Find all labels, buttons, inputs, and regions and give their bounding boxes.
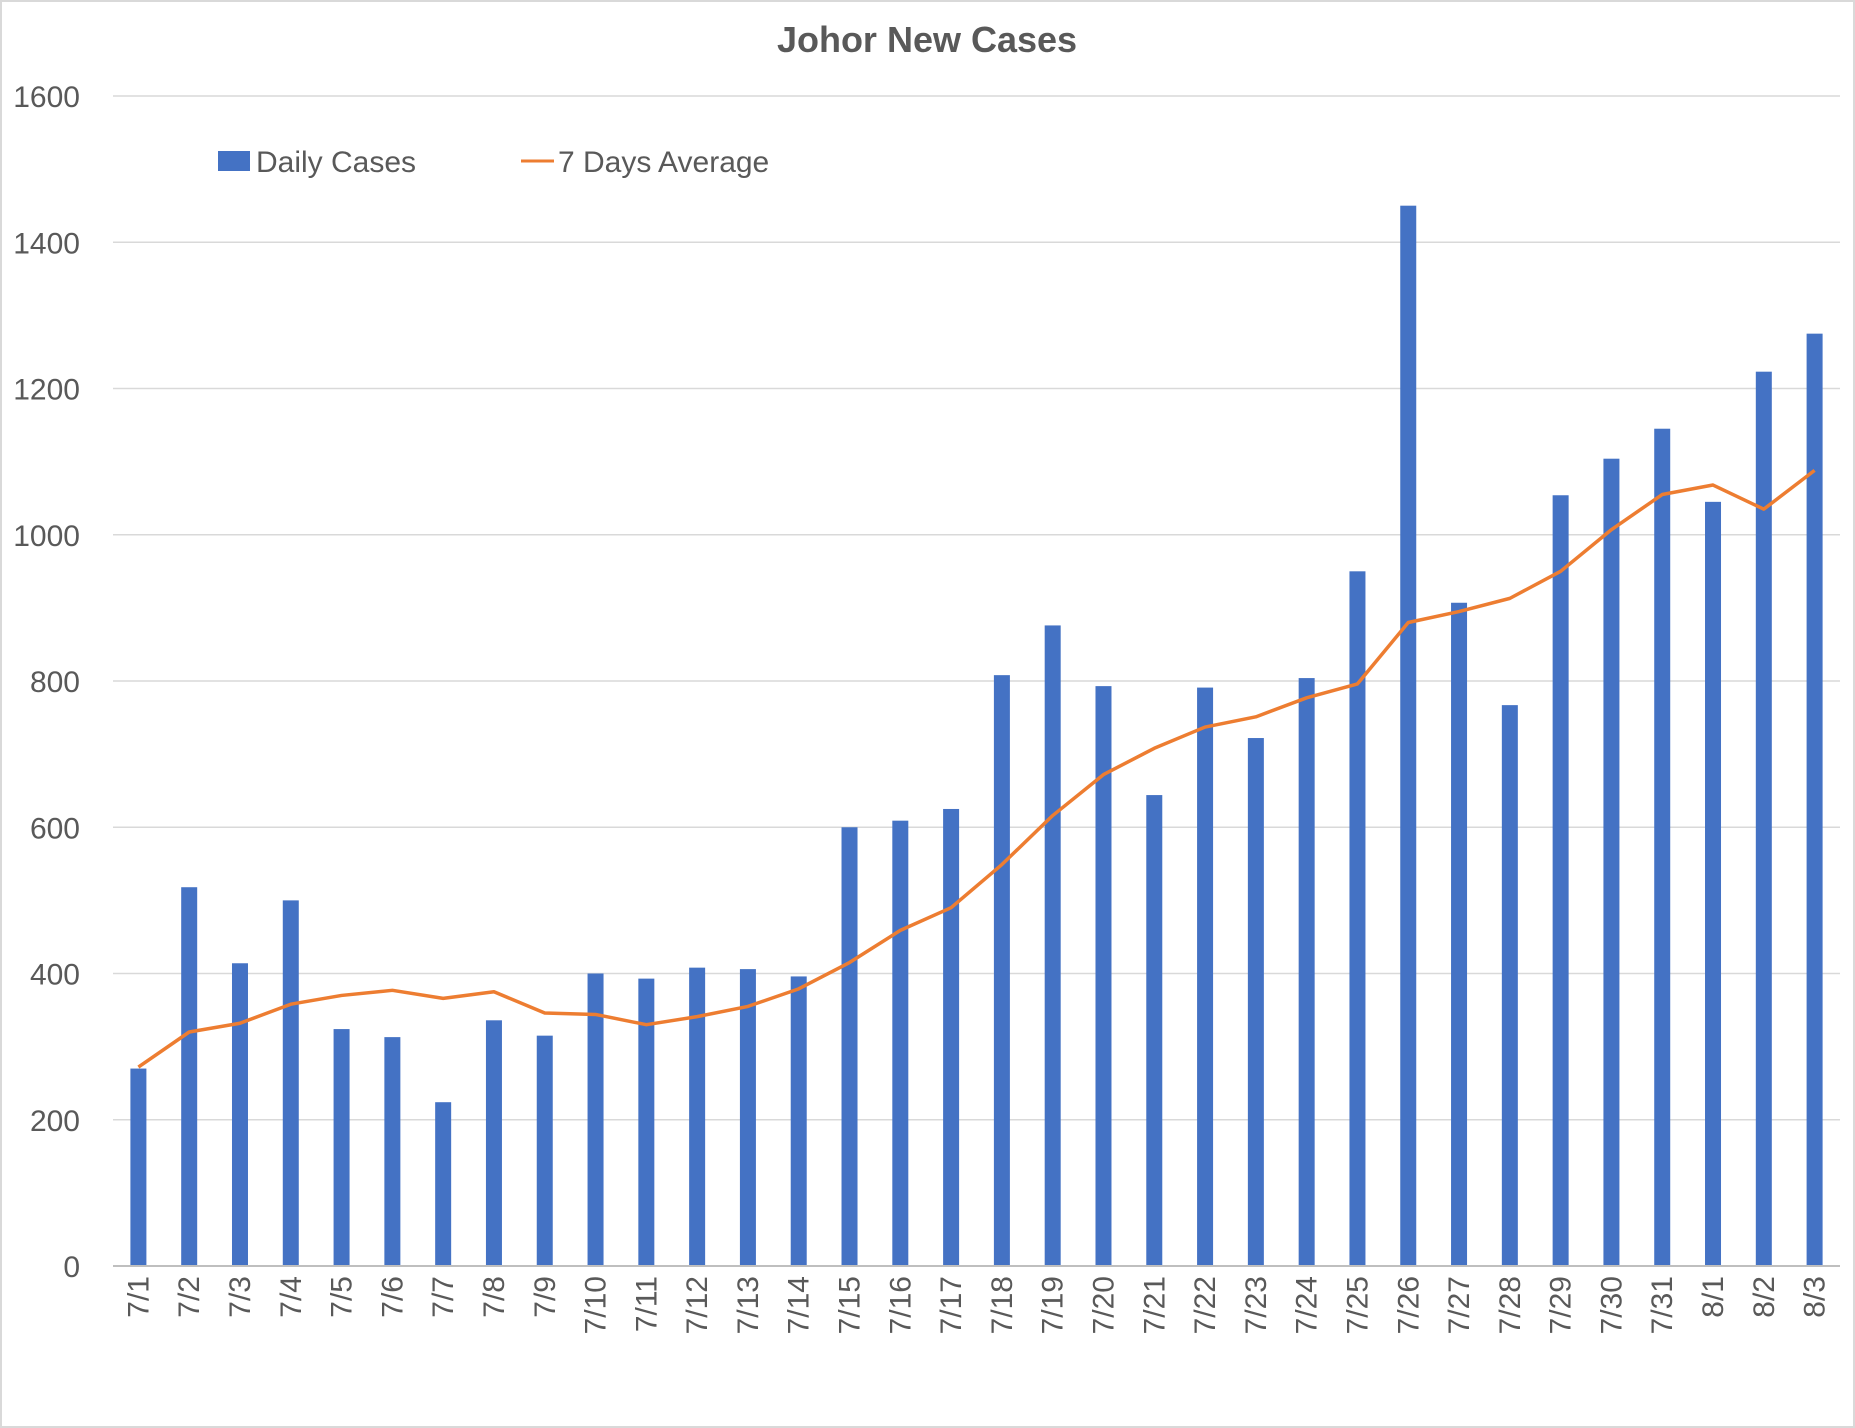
bar-series xyxy=(130,205,1823,1266)
bar-daily-cases xyxy=(1705,501,1722,1266)
x-tick-label: 7/22 xyxy=(1189,1276,1222,1334)
x-tick-label: 7/9 xyxy=(529,1276,562,1318)
bar-daily-cases xyxy=(841,827,858,1266)
x-tick-label: 7/5 xyxy=(326,1276,359,1318)
bar-daily-cases xyxy=(1349,571,1366,1266)
x-axis-ticks: 7/1 7/2 7/3 7/4 7/5 7/6 7/7 7/8 7/9 7/10 7/11 7/12 7… xyxy=(122,1276,1831,1334)
bar-daily-cases xyxy=(1603,458,1620,1266)
bar-daily-cases xyxy=(333,1029,350,1266)
x-tick-label: 8/1 xyxy=(1697,1276,1730,1318)
bar-daily-cases xyxy=(1451,602,1468,1266)
bar-daily-cases xyxy=(943,808,960,1266)
bar-daily-cases xyxy=(1552,495,1569,1266)
bar-daily-cases xyxy=(739,969,756,1266)
legend-label-7-days-average: 7 Days Average xyxy=(558,146,769,179)
bar-daily-cases xyxy=(1146,795,1163,1266)
bar-daily-cases xyxy=(790,976,807,1266)
bar-daily-cases xyxy=(384,1037,401,1266)
x-tick-label: 7/28 xyxy=(1494,1276,1527,1334)
bar-daily-cases xyxy=(435,1102,452,1266)
y-axis-ticks: 0 200 400 600 800 1000 1200 1400 1600 xyxy=(13,81,80,1284)
bar-daily-cases xyxy=(1806,333,1823,1266)
line-7-days-average xyxy=(137,469,1816,1069)
bar-daily-cases xyxy=(1095,686,1112,1266)
y-tick-label: 600 xyxy=(30,812,80,845)
y-tick-label: 1200 xyxy=(13,374,80,407)
y-tick-label: 1000 xyxy=(13,520,80,553)
y-tick-label: 1600 xyxy=(13,81,80,114)
x-tick-label: 7/2 xyxy=(173,1276,206,1318)
x-tick-label: 7/15 xyxy=(834,1276,867,1334)
x-tick-label: 7/14 xyxy=(783,1276,816,1334)
bar-daily-cases xyxy=(587,973,604,1266)
x-tick-label: 7/1 xyxy=(122,1276,155,1318)
x-tick-label: 7/20 xyxy=(1087,1276,1120,1334)
x-tick-label: 7/6 xyxy=(376,1276,409,1318)
x-tick-label: 8/2 xyxy=(1748,1276,1781,1318)
x-tick-label: 7/4 xyxy=(275,1276,308,1318)
gridlines xyxy=(113,95,1840,1121)
bar-daily-cases xyxy=(1755,371,1772,1266)
x-tick-label: 7/7 xyxy=(427,1276,460,1318)
bar-daily-cases xyxy=(181,887,198,1266)
x-tick-label: 7/3 xyxy=(224,1276,257,1318)
x-tick-label: 7/8 xyxy=(478,1276,511,1318)
x-tick-label: 7/29 xyxy=(1545,1276,1578,1334)
x-tick-label: 7/16 xyxy=(884,1276,917,1334)
bar-daily-cases xyxy=(1400,205,1417,1266)
bar-daily-cases xyxy=(1247,738,1264,1266)
x-tick-label: 7/25 xyxy=(1341,1276,1374,1334)
legend-swatch-daily-cases xyxy=(218,151,250,171)
legend: Daily Cases 7 Days Average xyxy=(218,146,769,179)
x-tick-label: 7/11 xyxy=(630,1276,663,1332)
x-tick-label: 7/30 xyxy=(1595,1276,1628,1334)
chart-title: Johor New Cases xyxy=(777,19,1077,60)
x-tick-label: 7/12 xyxy=(681,1276,714,1334)
bar-daily-cases xyxy=(130,1068,147,1266)
line-series xyxy=(137,469,1816,1069)
x-tick-label: 7/24 xyxy=(1291,1276,1324,1334)
y-tick-label: 1400 xyxy=(13,227,80,260)
x-tick-label: 7/27 xyxy=(1443,1276,1476,1334)
bar-daily-cases xyxy=(282,900,299,1266)
y-tick-label: 800 xyxy=(30,666,80,699)
bar-daily-cases xyxy=(892,820,909,1266)
x-tick-label: 7/31 xyxy=(1646,1276,1679,1334)
bar-daily-cases xyxy=(485,1020,502,1266)
x-tick-label: 7/19 xyxy=(1037,1276,1070,1334)
bar-daily-cases xyxy=(1654,428,1671,1266)
x-tick-label: 8/3 xyxy=(1799,1276,1832,1318)
bar-daily-cases xyxy=(231,963,248,1266)
y-tick-label: 200 xyxy=(30,1105,80,1138)
x-tick-label: 7/13 xyxy=(732,1276,765,1334)
x-tick-label: 7/17 xyxy=(935,1276,968,1334)
x-tick-label: 7/23 xyxy=(1240,1276,1273,1334)
legend-label-daily-cases: Daily Cases xyxy=(256,146,416,179)
bar-daily-cases xyxy=(993,675,1010,1266)
bar-daily-cases xyxy=(1044,625,1061,1266)
bar-daily-cases xyxy=(536,1035,553,1266)
bar-daily-cases xyxy=(689,967,706,1266)
y-tick-label: 400 xyxy=(30,959,80,992)
y-tick-label: 0 xyxy=(63,1251,80,1284)
x-tick-label: 7/10 xyxy=(580,1276,613,1334)
bar-daily-cases xyxy=(1298,678,1315,1266)
x-tick-label: 7/21 xyxy=(1138,1276,1171,1334)
x-tick-label: 7/26 xyxy=(1392,1276,1425,1334)
bar-daily-cases xyxy=(638,978,655,1266)
x-tick-label: 7/18 xyxy=(986,1276,1019,1334)
bar-daily-cases xyxy=(1501,705,1518,1266)
bar-daily-cases xyxy=(1197,687,1214,1266)
